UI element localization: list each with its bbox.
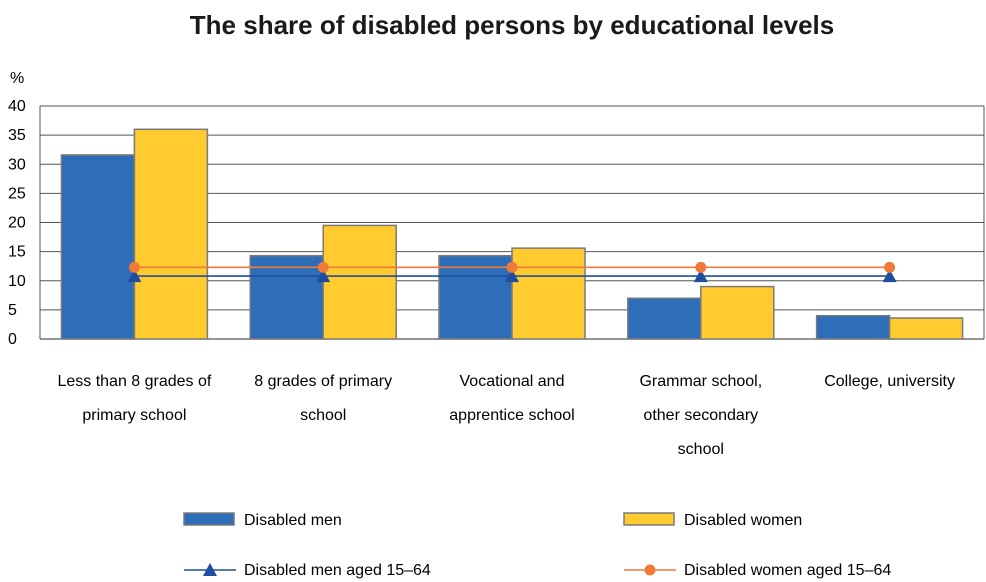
legend-marker xyxy=(203,563,217,576)
bar xyxy=(249,254,324,340)
y-tick-label: 35 xyxy=(8,127,26,144)
line-point xyxy=(506,261,518,273)
x-category-label-line: school xyxy=(300,407,346,424)
bar xyxy=(511,247,586,340)
y-tick-label: 40 xyxy=(8,98,26,115)
x-category-label-line: College, university xyxy=(824,373,955,390)
x-category-label-line: other secondary xyxy=(643,407,758,424)
y-tick-label: 20 xyxy=(8,215,26,232)
legend-label: Disabled men aged 15–64 xyxy=(244,562,431,579)
x-category-label-line: Grammar school, xyxy=(639,373,762,390)
x-category-label: Vocational and apprentice school xyxy=(449,373,574,424)
y-axis-unit-label: % xyxy=(10,70,24,87)
y-tick-label: 5 xyxy=(8,302,17,319)
x-category-label: Grammar school, other secondary school xyxy=(639,373,762,458)
x-category-label-line: primary school xyxy=(82,407,186,424)
line-point xyxy=(884,261,896,273)
legend-marker xyxy=(644,564,656,576)
x-category-label-line: Less than 8 grades of xyxy=(57,373,211,390)
y-tick-label: 30 xyxy=(8,156,26,173)
bar xyxy=(133,128,209,340)
x-category-label-line: apprentice school xyxy=(449,407,574,424)
y-tick-label: 10 xyxy=(8,273,26,290)
bar xyxy=(888,317,964,340)
line-point xyxy=(317,261,329,273)
x-category-label: Less than 8 grades of primary school xyxy=(57,373,211,424)
y-tick-label: 0 xyxy=(8,331,17,348)
y-axis-ticks: 0 5 10 15 20 25 30 35 40 xyxy=(8,98,26,348)
bar xyxy=(700,285,775,340)
legend-label: Disabled women aged 15–64 xyxy=(684,562,891,579)
legend-swatch xyxy=(623,512,675,526)
line-point xyxy=(695,261,707,273)
bar xyxy=(322,224,397,340)
bars xyxy=(60,128,964,340)
x-category-label-line: 8 grades of primary xyxy=(254,373,392,390)
x-category-label: 8 grades of primary school xyxy=(254,373,392,424)
bar xyxy=(438,254,513,340)
x-category-label: College, university xyxy=(824,373,955,390)
x-axis-categories: Less than 8 grades of primary school 8 gra… xyxy=(57,373,955,458)
line-point xyxy=(316,269,331,283)
y-tick-label: 25 xyxy=(8,185,26,202)
legend-swatch xyxy=(183,512,235,526)
line-point xyxy=(693,269,708,283)
line-point xyxy=(882,269,897,283)
bar xyxy=(627,297,702,340)
line-point xyxy=(127,269,142,283)
x-category-label-line: Vocational and xyxy=(460,373,565,390)
line-point xyxy=(505,269,519,283)
series-lines xyxy=(127,261,897,283)
legend: Disabled men Disabled women Disabled men a… xyxy=(183,512,891,579)
chart-title: The share of disabled persons by educati… xyxy=(190,10,834,40)
bar xyxy=(815,314,891,340)
y-tick-label: 15 xyxy=(8,244,26,261)
legend-label: Disabled men xyxy=(244,512,342,529)
legend-label: Disabled women xyxy=(684,512,802,529)
x-category-label-line: school xyxy=(678,441,724,458)
line-point xyxy=(128,261,140,273)
bar xyxy=(60,154,136,340)
